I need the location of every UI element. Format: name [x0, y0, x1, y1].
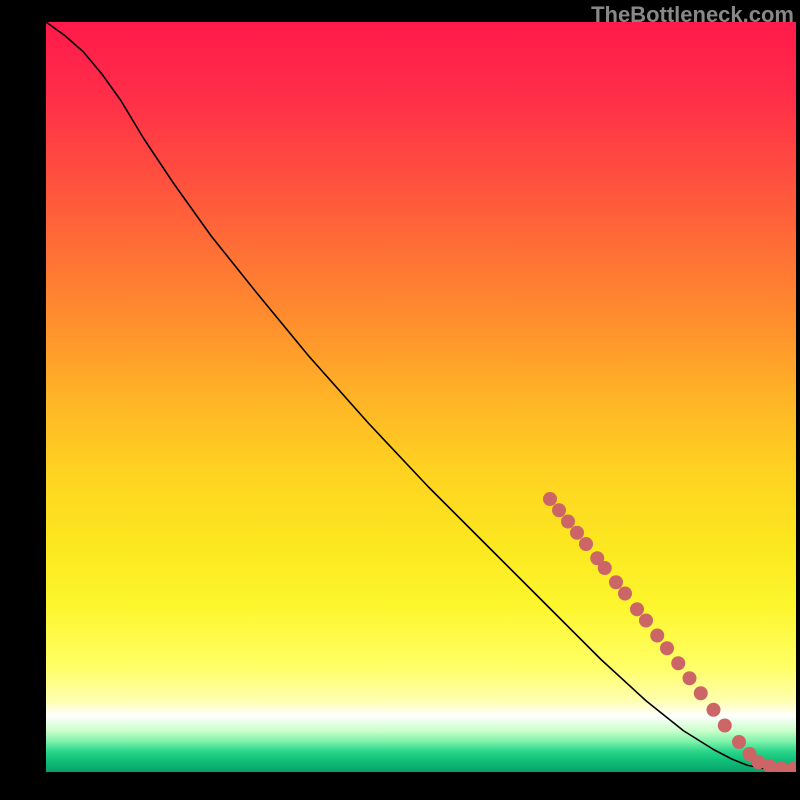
watermark-text: TheBottleneck.com [591, 2, 794, 28]
data-marker [570, 526, 584, 540]
data-marker [579, 537, 593, 551]
data-marker [609, 575, 623, 589]
data-marker [683, 671, 697, 685]
data-marker [552, 503, 566, 517]
data-marker [786, 762, 796, 772]
data-marker [598, 561, 612, 575]
chart-svg-layer [46, 22, 796, 772]
data-marker [774, 761, 788, 772]
data-marker [650, 629, 664, 643]
data-marker [671, 656, 685, 670]
data-marker [630, 602, 644, 616]
data-marker [660, 641, 674, 655]
data-marker [732, 735, 746, 749]
data-marker [718, 719, 732, 733]
data-marker [639, 614, 653, 628]
data-marker [618, 587, 632, 601]
data-marker [543, 492, 557, 506]
data-marker [707, 703, 721, 717]
chart-plot-area [46, 22, 796, 772]
data-marker [694, 686, 708, 700]
bottleneck-curve [46, 22, 796, 769]
data-marker [561, 515, 575, 529]
